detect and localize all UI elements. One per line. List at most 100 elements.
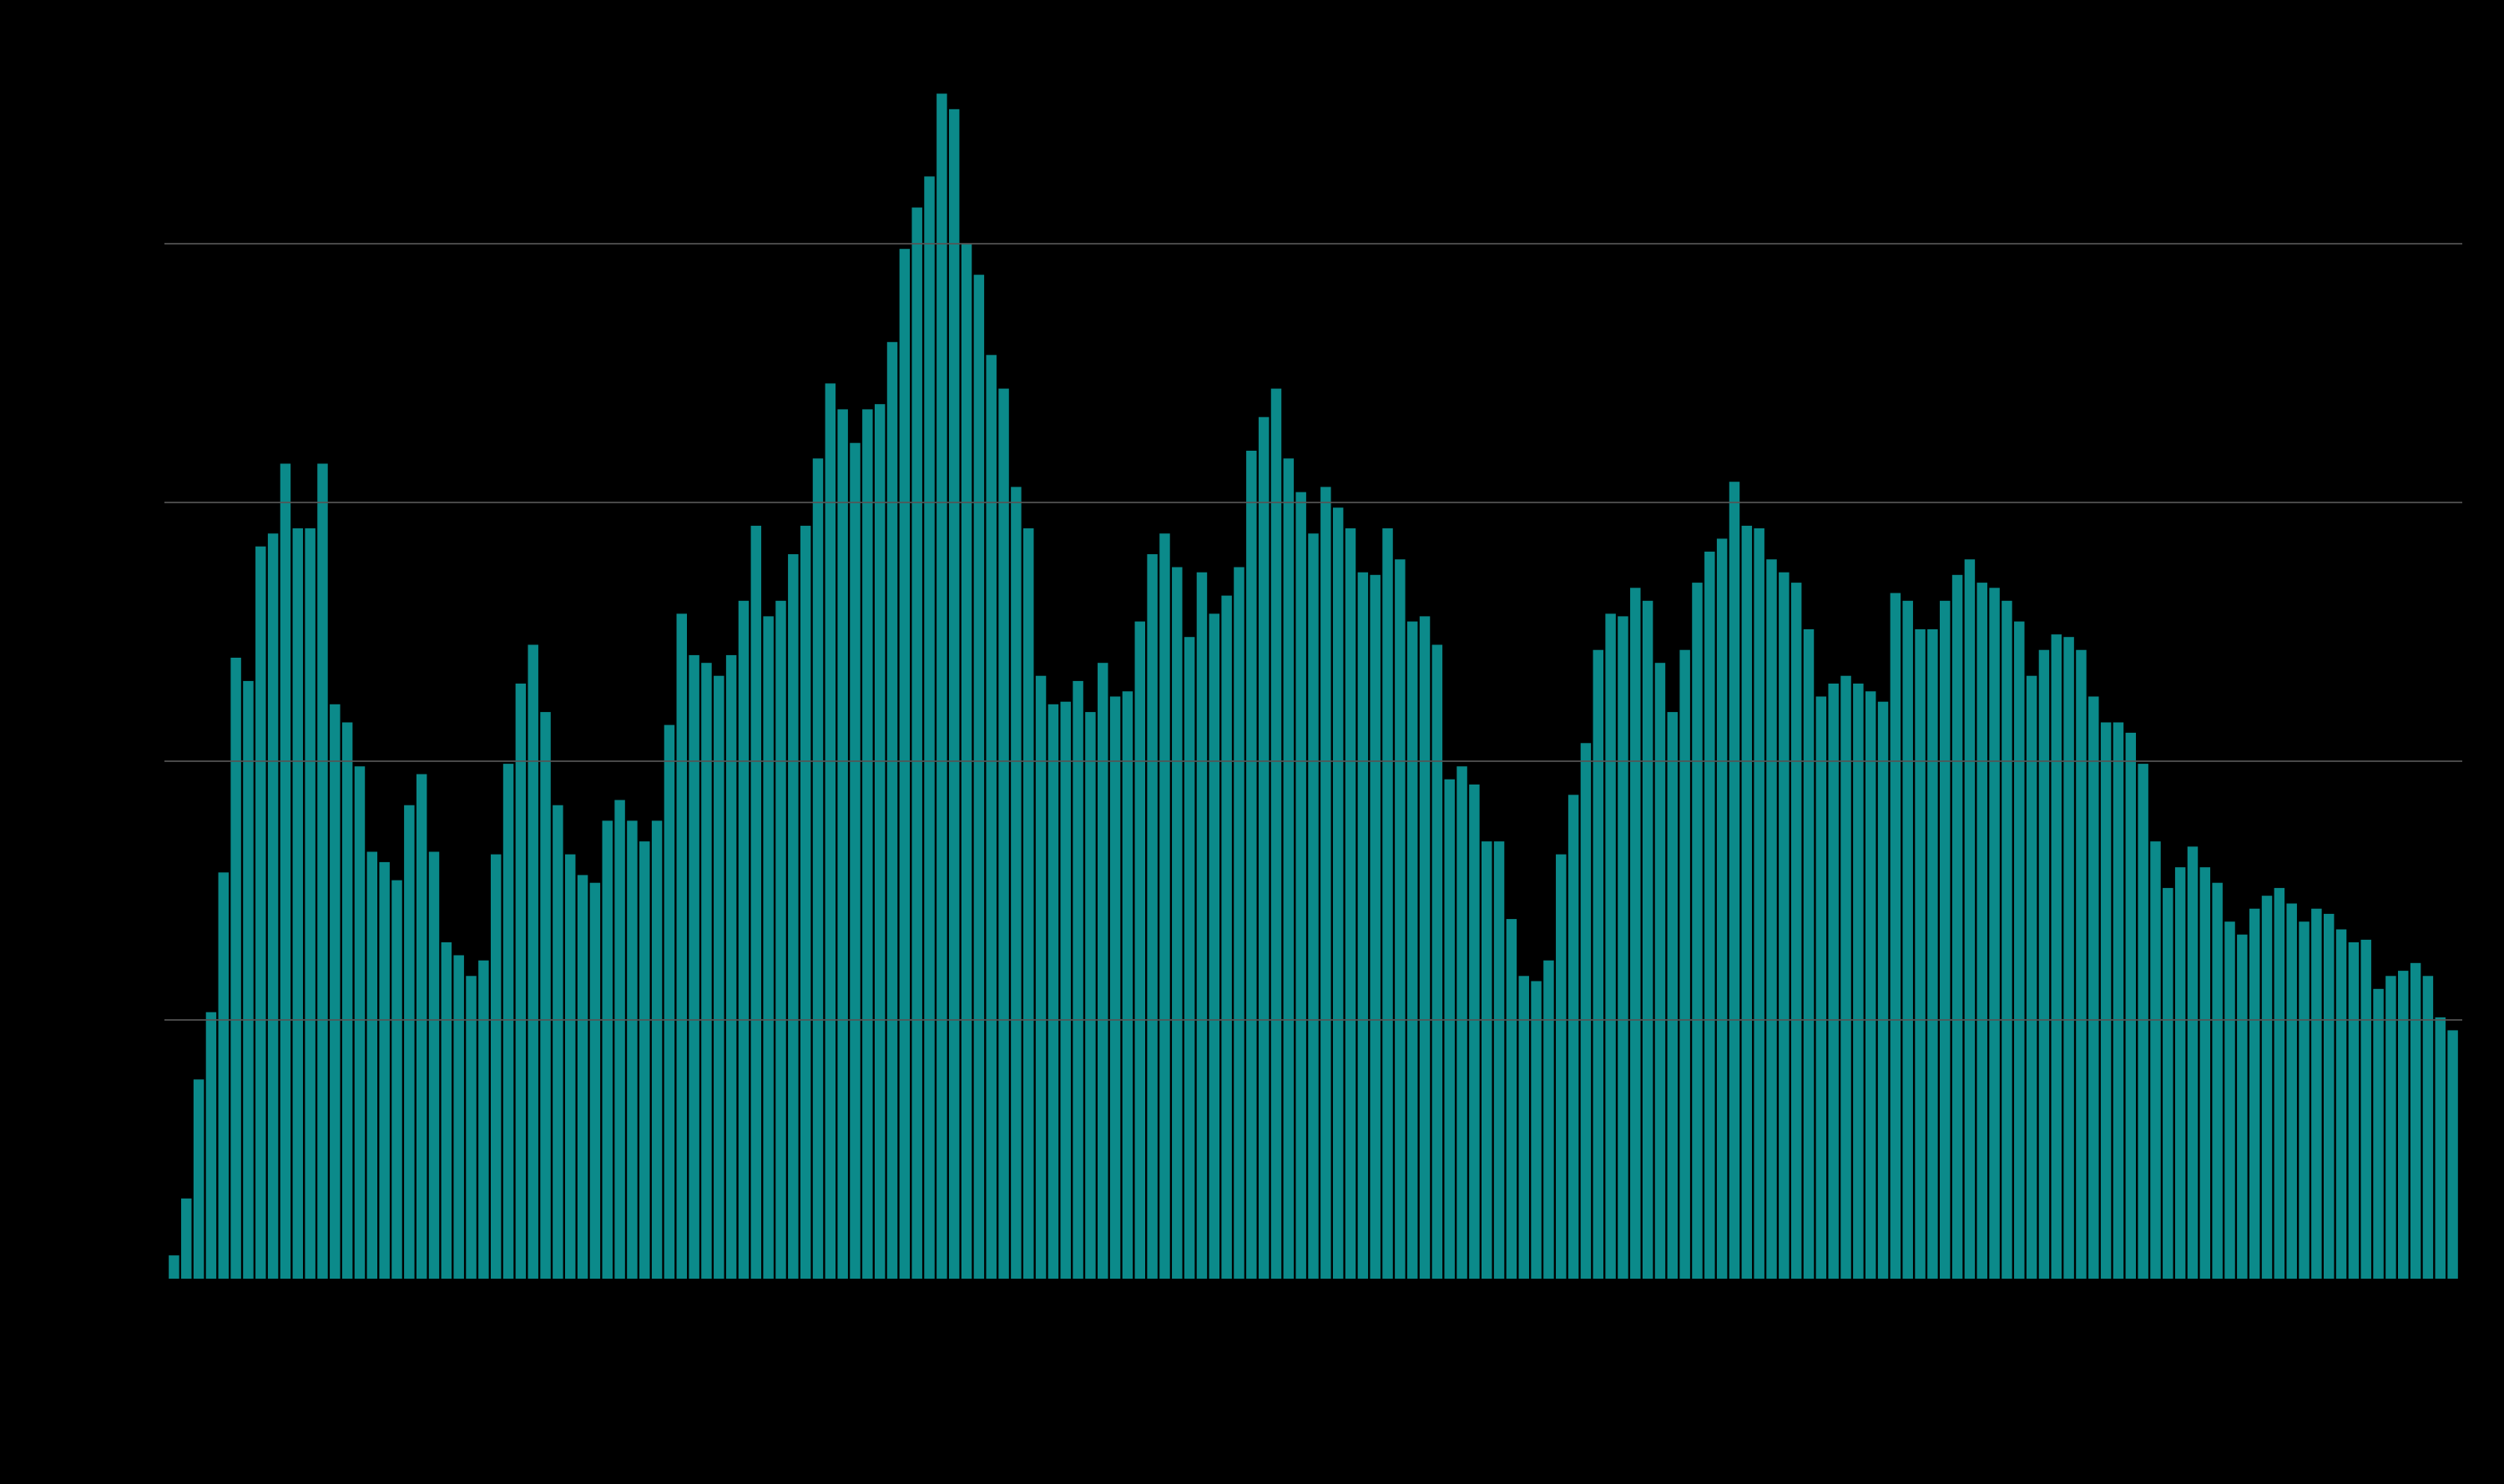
bar [812, 458, 824, 1279]
bar [1692, 583, 1703, 1279]
bar [305, 528, 316, 1279]
bar [2274, 887, 2285, 1279]
bar [2026, 675, 2037, 1279]
bar [936, 93, 947, 1280]
bar [2187, 846, 2199, 1279]
bar [2348, 942, 2360, 1279]
bar [2174, 867, 2186, 1279]
bar [2249, 908, 2260, 1279]
bar [1493, 841, 1505, 1279]
bar [1568, 795, 1579, 1279]
bar [2113, 722, 2124, 1279]
bar [2063, 637, 2074, 1279]
bar [1134, 621, 1146, 1279]
bar [763, 616, 774, 1279]
bar [627, 820, 638, 1279]
bar [1654, 663, 1666, 1279]
bar [292, 528, 304, 1279]
bar [1283, 458, 1295, 1279]
bar [1939, 600, 1951, 1279]
bar [837, 409, 848, 1279]
bar [1073, 680, 1083, 1279]
bar [2397, 971, 2409, 1279]
bar [354, 766, 366, 1279]
bar [825, 383, 836, 1279]
bar [1902, 600, 1913, 1279]
bar [639, 841, 650, 1279]
bar [1159, 533, 1170, 1279]
bar [181, 1198, 192, 1279]
bar [2335, 929, 2347, 1279]
bar [2051, 634, 2062, 1279]
bar [1531, 981, 1542, 1279]
bar [924, 176, 935, 1279]
bar [775, 600, 786, 1279]
bar [738, 600, 750, 1279]
bar [205, 1012, 217, 1279]
bar [1754, 528, 1764, 1279]
bar [1840, 675, 1851, 1279]
bar [676, 613, 688, 1279]
bar [2237, 934, 2248, 1279]
bar [2212, 882, 2223, 1279]
bar [1469, 784, 1480, 1279]
bar [466, 976, 477, 1279]
bar [1060, 701, 1071, 1279]
bar [1221, 595, 1232, 1279]
bar [2038, 649, 2050, 1279]
bar [1518, 976, 1529, 1279]
bar [1419, 616, 1431, 1279]
bar [1915, 628, 1926, 1279]
bar [1605, 613, 1616, 1279]
bar [553, 805, 563, 1279]
bar [1964, 559, 1976, 1279]
bar [1122, 691, 1133, 1279]
bar [1172, 567, 1183, 1279]
bar [2014, 621, 2025, 1279]
bar [169, 1255, 179, 1279]
bar [589, 882, 601, 1279]
bar [1406, 621, 1418, 1279]
bar [2088, 696, 2099, 1279]
bar [317, 463, 328, 1279]
bar [1877, 701, 1889, 1279]
bar [2002, 600, 2012, 1279]
bar [1098, 663, 1108, 1279]
bar [2076, 649, 2087, 1279]
bar [2385, 976, 2396, 1279]
bar [1234, 567, 1244, 1279]
bar [1729, 482, 1740, 1279]
bar [218, 872, 230, 1279]
bar [1345, 528, 1356, 1279]
bar [788, 554, 799, 1279]
bar [1976, 583, 1987, 1279]
bar [453, 955, 464, 1279]
bar [341, 722, 353, 1279]
bar [428, 851, 440, 1279]
bar [862, 409, 873, 1279]
bar [379, 861, 390, 1279]
bar [1357, 572, 1369, 1279]
bar [1109, 696, 1121, 1279]
bar [1147, 554, 1158, 1279]
bar [528, 644, 538, 1279]
bar [2435, 1017, 2446, 1279]
bar [391, 880, 402, 1279]
bar [1593, 649, 1604, 1279]
bar [280, 463, 291, 1279]
bar [490, 854, 502, 1279]
bar [850, 442, 861, 1279]
bar [2199, 867, 2211, 1279]
bar [800, 525, 811, 1279]
bar [1704, 551, 1715, 1279]
bar [1790, 583, 1802, 1279]
bar [973, 275, 985, 1280]
bar [1246, 451, 1257, 1279]
bar [2286, 903, 2297, 1279]
bar [441, 942, 452, 1279]
bar [750, 525, 762, 1279]
bar [1382, 528, 1393, 1279]
bar [1927, 628, 1938, 1279]
